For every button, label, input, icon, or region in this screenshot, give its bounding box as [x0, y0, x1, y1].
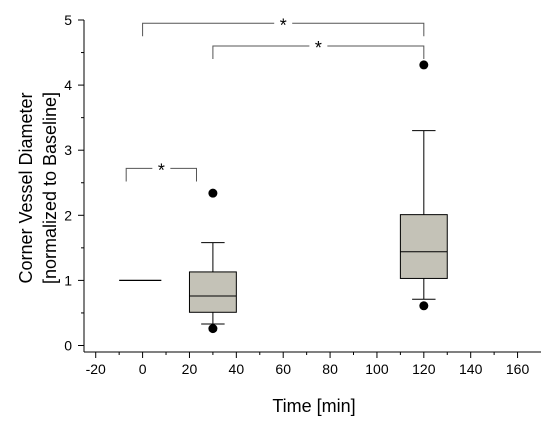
y-tick-label: 2	[64, 207, 72, 223]
y-tick-label: 4	[64, 77, 72, 93]
x-tick-label: 120	[412, 361, 436, 377]
y-axis-title-line2: [normalized to Baseline]	[40, 92, 60, 284]
outlier-point	[419, 60, 429, 70]
x-tick-label: 100	[365, 361, 389, 377]
box-iqr	[188, 271, 237, 313]
significance-bracket	[125, 167, 197, 182]
x-tick-label: 0	[139, 361, 147, 377]
y-tick-label: 1	[64, 272, 72, 288]
x-tick-label: 60	[275, 361, 291, 377]
x-tick-label: 80	[322, 361, 338, 377]
outlier-point	[208, 324, 218, 334]
significance-bracket	[212, 45, 425, 60]
significance-label: *	[315, 38, 322, 58]
plot-group: * * *	[119, 15, 448, 334]
y-axis-title-line1: Corner Vessel Diameter	[16, 92, 36, 283]
y-tick-label: 0	[64, 337, 72, 353]
box-iqr	[399, 214, 448, 279]
x-tick-label: 160	[506, 361, 530, 377]
x-tick-label: 140	[459, 361, 483, 377]
x-tick-label: 40	[229, 361, 245, 377]
outlier-point	[208, 188, 218, 198]
tick-group: -20 0 20 40 60 80 100 120 140 160 0 1 2 3 4 5	[64, 12, 529, 377]
y-tick-label: 5	[64, 12, 72, 28]
y-tick-label: 3	[64, 142, 72, 158]
x-axis-title: Time [min]	[272, 396, 355, 416]
significance-label: *	[158, 160, 165, 180]
x-tick-label: 20	[182, 361, 198, 377]
outlier-point	[419, 301, 429, 311]
significance-label: *	[280, 15, 287, 35]
significance-bracket	[142, 22, 425, 37]
x-tick-label: -20	[86, 361, 106, 377]
